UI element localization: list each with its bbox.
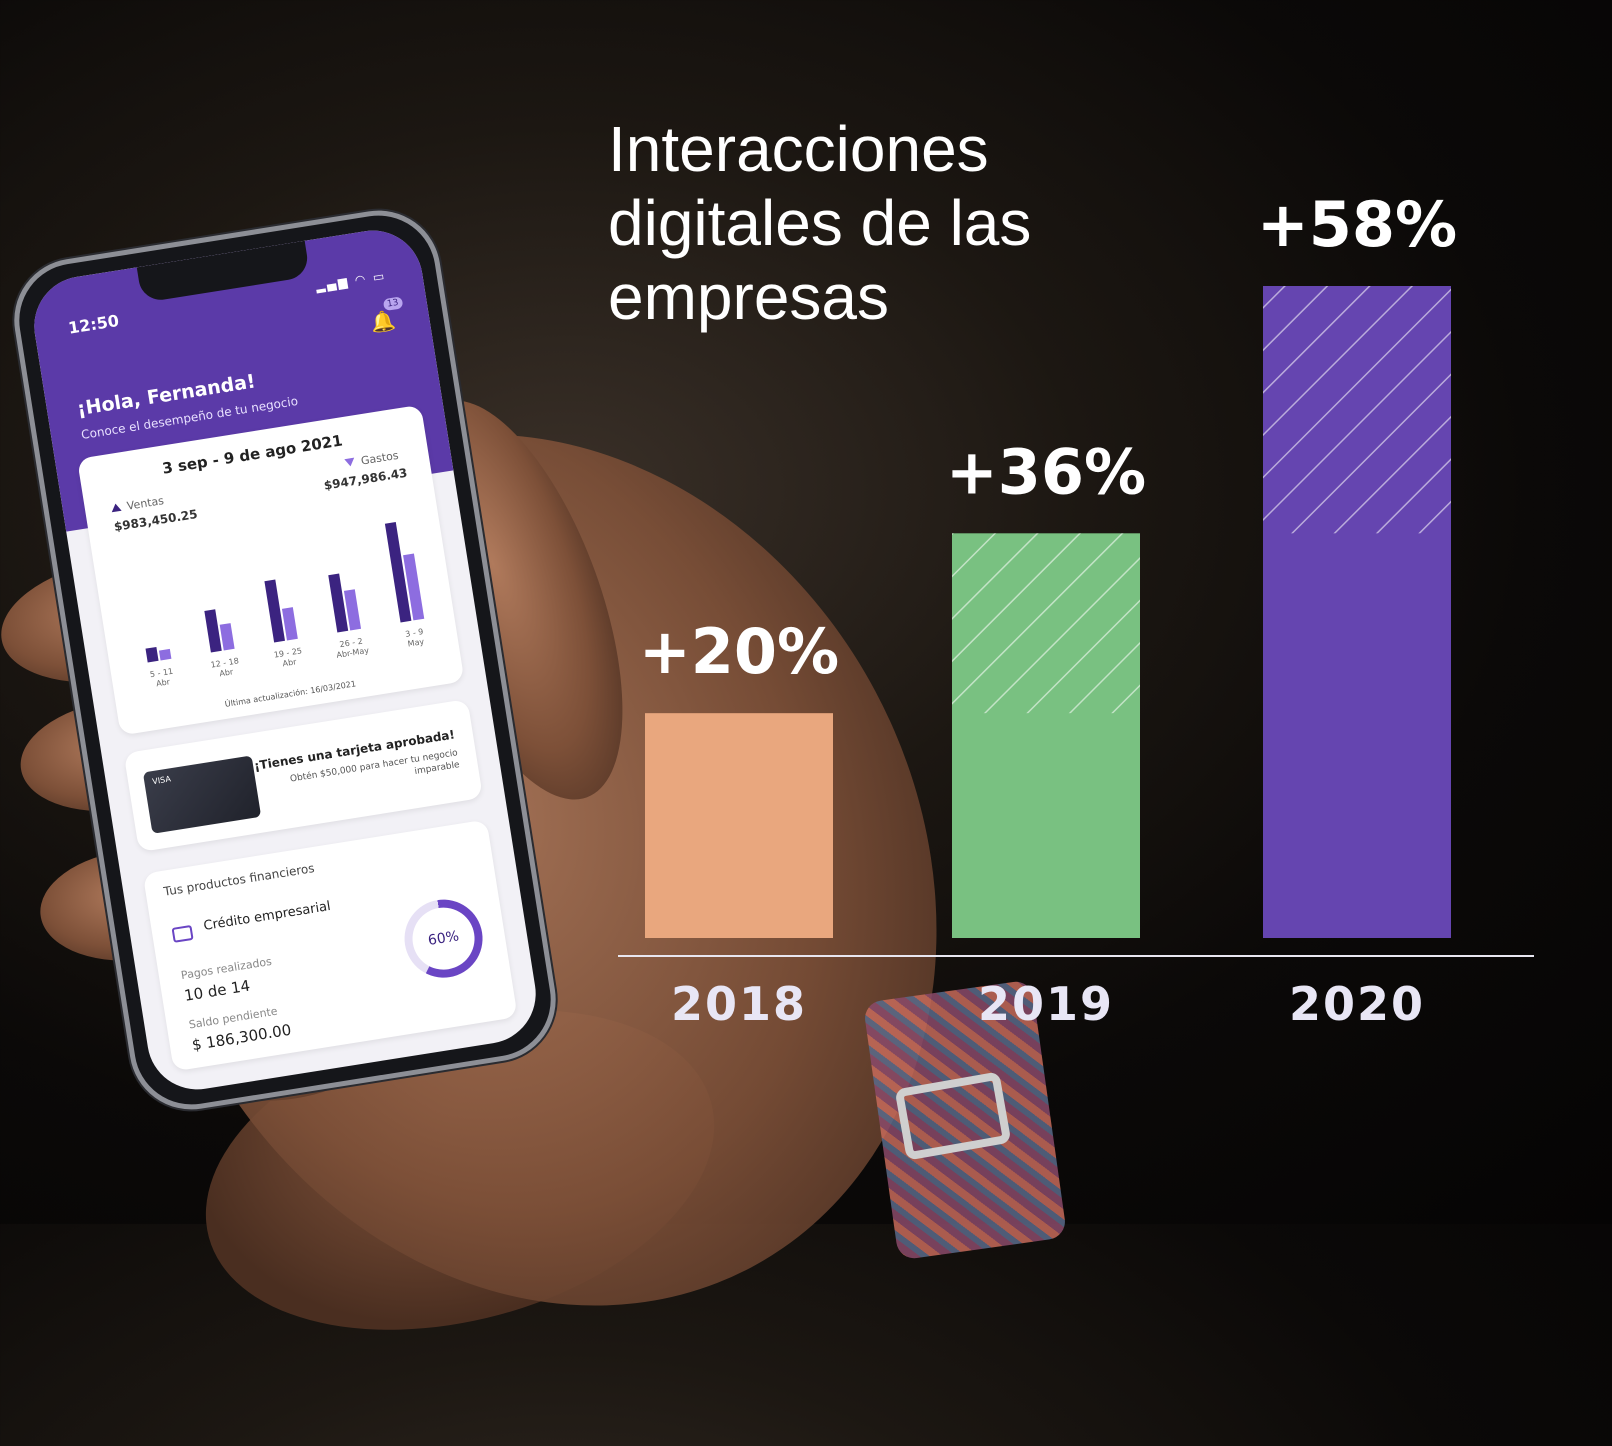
x-tick-label: 2019 xyxy=(978,977,1114,1031)
bar-hatch-2019 xyxy=(952,533,1140,714)
bar-value-label: +36% xyxy=(946,435,1146,508)
bar-chart: +20% 2018 +36% 2019 +58% 2020 xyxy=(618,188,1534,1031)
bar-value-label: +20% xyxy=(639,615,839,688)
bar-value-label: +58% xyxy=(1257,188,1457,261)
bar-2018 xyxy=(645,713,833,938)
bar-hatch-2020 xyxy=(1263,286,1451,534)
x-tick-label: 2018 xyxy=(671,977,807,1031)
chart-title: Interacciones digitales de las empresas xyxy=(608,113,1032,333)
x-tick-label: 2020 xyxy=(1289,977,1425,1031)
